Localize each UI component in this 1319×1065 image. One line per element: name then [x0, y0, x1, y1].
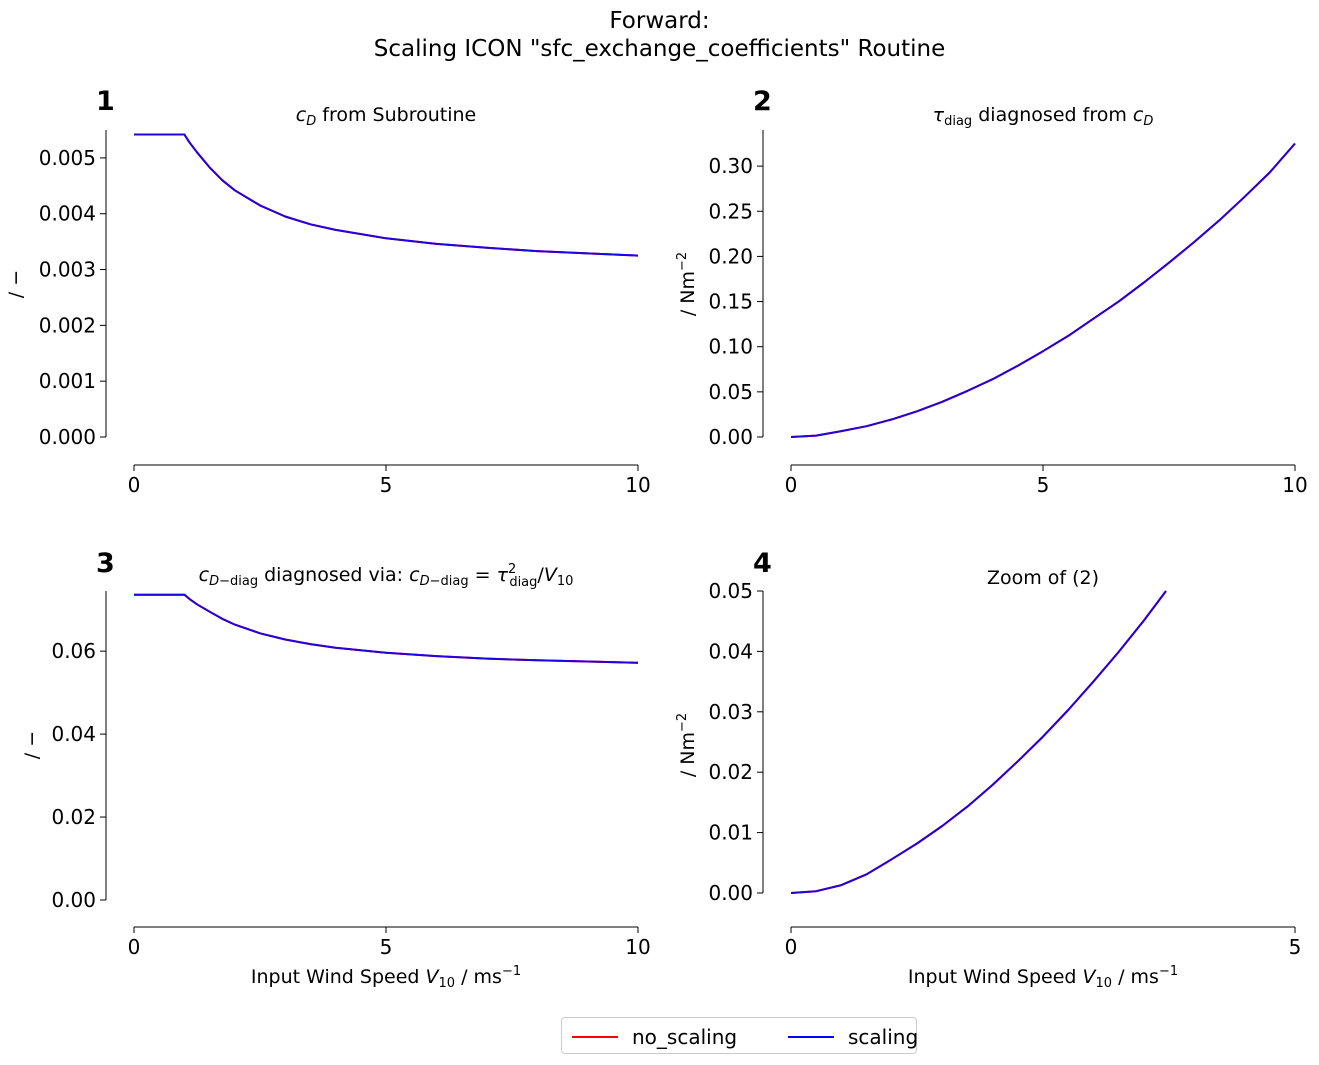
panel-number: 1 [96, 86, 115, 117]
panel-number: 2 [753, 86, 772, 117]
panel-2: 2 τdiag diagnosed from cD 0.00 0.05 0.10 0.15… [675, 86, 1308, 497]
x-tick-label: 5 [1289, 935, 1302, 959]
series-line-no-scaling [790, 142, 1296, 438]
legend-item-no-scaling: no_scaling [572, 1018, 737, 1055]
panel-title: cD−diag diagnosed via: cD−diag = τ2 diag/… [199, 562, 574, 590]
x-tick-label: 5 [1037, 473, 1050, 497]
y-tick-label: 0.05 [708, 579, 753, 603]
y-tick-label: 0.01 [708, 821, 753, 845]
y-axis-label: / − [21, 731, 43, 759]
y-tick-label: 0.20 [708, 244, 753, 268]
y-tick-label: 0.003 [39, 258, 96, 282]
panel-number: 4 [753, 548, 772, 579]
x-tick-label: 0 [128, 473, 141, 497]
legend-swatch-no-scaling [572, 1035, 618, 1038]
y-axis-label: / Nm−2 [675, 713, 699, 777]
y-tick-label: 0.001 [39, 369, 96, 393]
legend-swatch-scaling [788, 1035, 834, 1038]
panel-3: 3 cD−diag diagnosed via: cD−diag = τ2 diag… [21, 548, 651, 991]
x-tick-label: 5 [380, 473, 393, 497]
x-tick-label: 10 [625, 473, 650, 497]
y-tick-label: 0.15 [708, 290, 753, 314]
series-line-no-scaling [790, 590, 1167, 894]
x-tick-label: 0 [785, 473, 798, 497]
y-axis-label: / Nm−2 [675, 252, 699, 316]
y-tick-label: 0.04 [51, 722, 96, 746]
panel-4: 4 Zoom of (2) 0.00 0.01 0.02 0.03 0.04 0.05 0 5 / … [675, 548, 1301, 991]
y-tick-label: 0.004 [39, 202, 96, 226]
x-axis-label: Input Wind Speed V10 / ms−1 [251, 964, 521, 991]
y-tick-label: 0.00 [708, 425, 753, 449]
x-tick-label: 5 [380, 935, 393, 959]
figure-title-line-1: Forward: [609, 8, 710, 34]
y-tick-label: 0.06 [51, 639, 96, 663]
y-tick-label: 0.00 [51, 888, 96, 912]
y-tick-label: 0.05 [708, 380, 753, 404]
series-line-scaling [134, 593, 639, 664]
y-tick-label: 0.02 [708, 760, 753, 784]
y-tick-label: 0.002 [39, 313, 96, 337]
y-tick-label: 0.03 [708, 700, 753, 724]
legend-label-scaling: scaling [848, 1024, 919, 1049]
series-line-scaling [790, 590, 1167, 894]
y-tick-label: 0.25 [708, 199, 753, 223]
y-tick-label: 0.02 [51, 805, 96, 829]
y-tick-label: 0.005 [39, 146, 96, 170]
y-tick-label: 0.10 [708, 335, 753, 359]
y-tick-label: 0.00 [708, 881, 753, 905]
x-tick-label: 10 [625, 935, 650, 959]
y-axis-label: / − [5, 270, 27, 298]
panel-title: Zoom of (2) [987, 567, 1099, 589]
legend-item-scaling: scaling [788, 1018, 918, 1055]
y-tick-label: 0.000 [39, 425, 96, 449]
x-tick-label: 0 [128, 935, 141, 959]
series-line-scaling [790, 142, 1296, 438]
legend-label-no-scaling: no_scaling [632, 1024, 738, 1049]
y-tick-label: 0.30 [708, 154, 753, 178]
x-tick-label: 10 [1282, 473, 1307, 497]
panel-title: cD from Subroutine [296, 104, 476, 129]
y-tick-label: 0.04 [708, 639, 753, 663]
x-axis-label: Input Wind Speed V10 / ms−1 [908, 964, 1178, 991]
x-tick-label: 0 [785, 935, 798, 959]
panel-title: τdiag diagnosed from cD [933, 104, 1154, 129]
series-line-scaling [134, 133, 639, 257]
figure-title-line-2: Scaling ICON "sfc_exchange_coefficients"… [373, 36, 946, 62]
panel-number: 3 [96, 548, 115, 579]
legend: no_scaling scaling [561, 1017, 918, 1055]
panel-1: 1 cD from Subroutine 0.000 0.001 0.002 0.003 0… [5, 86, 651, 497]
